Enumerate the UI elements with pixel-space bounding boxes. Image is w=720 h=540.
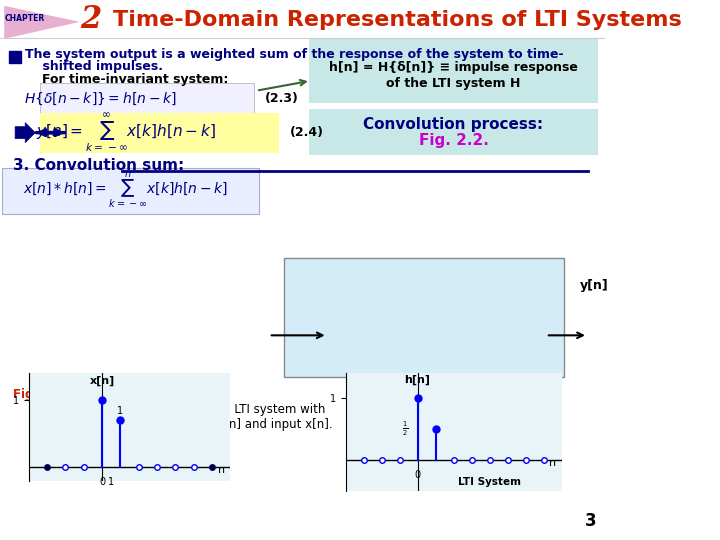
Text: Illustration of the
convolution sum. (a) LTI system with
impulse response h[n] a: Illustration of the convolution sum. (a)…	[109, 388, 333, 431]
Text: 3. Convolution sum:: 3. Convolution sum:	[12, 158, 184, 173]
Text: (a): (a)	[354, 392, 369, 402]
FancyBboxPatch shape	[309, 39, 598, 103]
Text: of the LTI system H: of the LTI system H	[387, 77, 521, 90]
Text: h[n]: h[n]	[405, 375, 431, 385]
Text: $x[n]*h[n] = \sum_{k=-\infty}^{n} x[k]h[n-k]$: $x[n]*h[n] = \sum_{k=-\infty}^{n} x[k]h[…	[24, 170, 228, 211]
Text: Convolution process:: Convolution process:	[364, 117, 544, 132]
FancyBboxPatch shape	[40, 83, 253, 114]
Text: $H\{\delta[n-k]\} = h[n-k]$: $H\{\delta[n-k]\} = h[n-k]$	[24, 91, 177, 107]
Text: The system output is a weighted sum of the response of the system to time-: The system output is a weighted sum of t…	[25, 48, 564, 61]
Text: $\frac{1}{2}$: $\frac{1}{2}$	[402, 420, 409, 438]
Text: (2.3): (2.3)	[264, 92, 298, 105]
Text: Time-Domain Representations of LTI Systems: Time-Domain Representations of LTI Syste…	[113, 10, 682, 30]
Text: 0: 0	[415, 469, 420, 480]
FancyBboxPatch shape	[309, 109, 598, 154]
Polygon shape	[15, 123, 35, 143]
Text: 1: 1	[108, 477, 114, 487]
Text: h[n] = H{δ[n]} ≡ impulse response: h[n] = H{δ[n]} ≡ impulse response	[329, 61, 578, 75]
Text: For time-invariant system:: For time-invariant system:	[42, 73, 228, 86]
Text: Figure 2.2a (p. 100): Figure 2.2a (p. 100)	[12, 388, 145, 401]
Text: n: n	[549, 458, 556, 468]
Text: 1: 1	[117, 407, 124, 416]
FancyBboxPatch shape	[284, 259, 564, 377]
Text: Fig. 2.2.: Fig. 2.2.	[418, 133, 488, 148]
Text: 2: 2	[80, 4, 102, 35]
Text: y[n]: y[n]	[580, 279, 609, 292]
Text: 0: 0	[99, 477, 105, 487]
Polygon shape	[4, 6, 80, 39]
Text: x[n]: x[n]	[89, 376, 114, 386]
FancyBboxPatch shape	[40, 113, 279, 153]
Text: 3: 3	[585, 512, 596, 530]
Text: $y[n] = \sum_{k=-\infty}^{\infty} x[k]h[n-k]$: $y[n] = \sum_{k=-\infty}^{\infty} x[k]h[…	[36, 111, 216, 154]
Text: LTI System: LTI System	[458, 477, 521, 487]
FancyBboxPatch shape	[1, 167, 258, 213]
Text: shifted impulses.: shifted impulses.	[25, 60, 163, 73]
Text: n: n	[217, 465, 225, 476]
Text: CHAPTER: CHAPTER	[5, 15, 45, 23]
Text: (2.4): (2.4)	[289, 126, 324, 139]
